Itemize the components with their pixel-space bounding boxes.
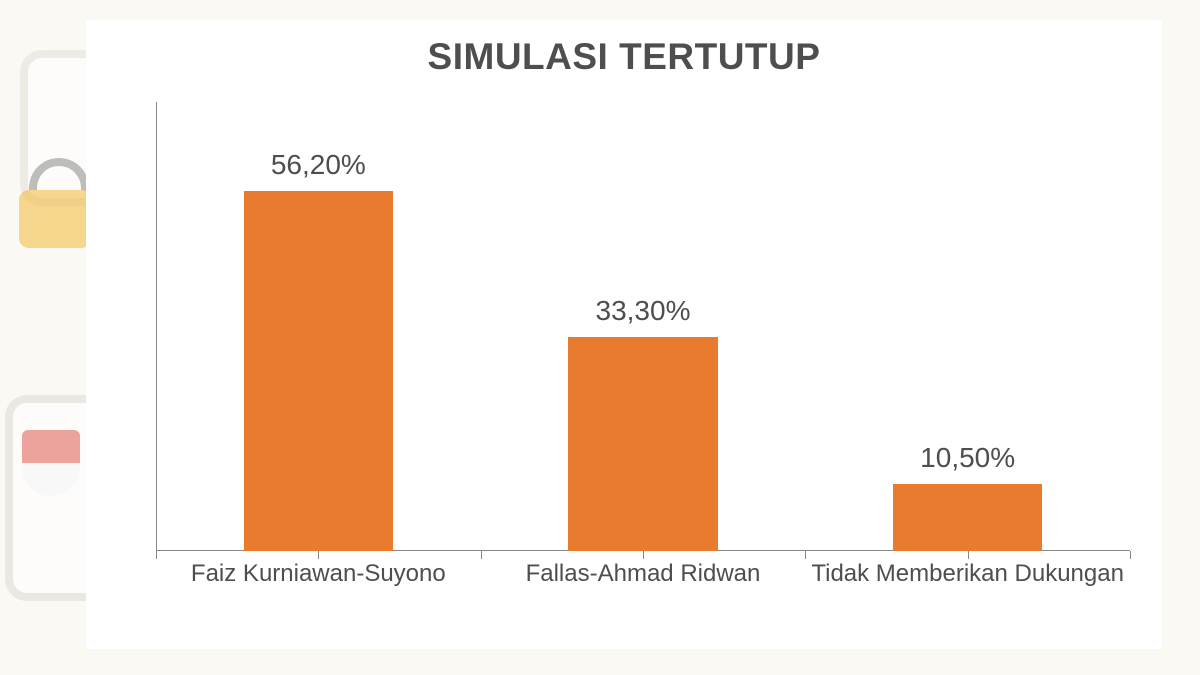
bar: 56,20% [244,191,393,551]
chart-title: SIMULASI TERTUTUP [86,36,1162,78]
lock-icon [15,170,95,250]
chart-panel: SIMULASI TERTUTUP 56,20% 33,30% 10,50% Fai… [86,20,1162,649]
x-tick-boundary [1130,551,1131,559]
bar-slot: 10,50% [893,102,1042,551]
x-axis-label: Fallas-Ahmad Ridwan [481,559,806,589]
bar-slot: 56,20% [244,102,393,551]
bar: 33,30% [568,337,717,551]
x-axis-label: Faiz Kurniawan-Suyono [156,559,481,589]
emblem-icon [22,430,80,496]
bar-slot: 33,30% [568,102,717,551]
chart-plot: 56,20% 33,30% 10,50% Faiz Kurniawan-Suyono… [156,102,1130,627]
page-background: SIMULASI TERTUTUP 56,20% 33,30% 10,50% Fai… [0,0,1200,675]
bar-value-label: 10,50% [920,442,1015,474]
x-axis-label: Tidak Memberikan Dukungan [805,559,1130,589]
bar-value-label: 56,20% [271,149,366,181]
bar: 10,50% [893,484,1042,551]
bar-value-label: 33,30% [596,295,691,327]
